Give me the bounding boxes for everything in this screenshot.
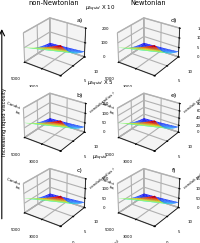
X-axis label: Conduit length
(m): Conduit length (m) bbox=[98, 102, 128, 120]
X-axis label: Conduit length
(m): Conduit length (m) bbox=[98, 177, 128, 195]
Text: c): c) bbox=[77, 168, 83, 173]
Text: d): d) bbox=[170, 17, 177, 23]
Text: a): a) bbox=[76, 17, 83, 23]
X-axis label: Conduit length
(m): Conduit length (m) bbox=[4, 102, 34, 120]
Text: b): b) bbox=[76, 93, 83, 98]
Text: $\mu_{liquid}$ X 10: $\mu_{liquid}$ X 10 bbox=[85, 4, 115, 14]
Text: $\mu_{liquid}$: $\mu_{liquid}$ bbox=[92, 154, 108, 163]
Text: Increasing liquid viscosity: Increasing liquid viscosity bbox=[2, 87, 7, 156]
Y-axis label: conduit radius (m): conduit radius (m) bbox=[89, 89, 120, 114]
X-axis label: Conduit length
(m): Conduit length (m) bbox=[4, 177, 34, 195]
Text: Newtonian: Newtonian bbox=[130, 0, 166, 7]
Text: f): f) bbox=[172, 168, 177, 173]
Y-axis label: conduit radius (m): conduit radius (m) bbox=[89, 164, 120, 190]
Y-axis label: conduit radius (m): conduit radius (m) bbox=[89, 239, 120, 243]
Y-axis label: conduit radius (m): conduit radius (m) bbox=[183, 89, 200, 114]
Text: non-Newtonian: non-Newtonian bbox=[29, 0, 79, 7]
Y-axis label: conduit radius (m): conduit radius (m) bbox=[183, 239, 200, 243]
Text: e): e) bbox=[170, 93, 177, 98]
Y-axis label: conduit radius (m): conduit radius (m) bbox=[183, 164, 200, 190]
Text: $\mu_{liquid}$ X 5: $\mu_{liquid}$ X 5 bbox=[87, 79, 113, 89]
